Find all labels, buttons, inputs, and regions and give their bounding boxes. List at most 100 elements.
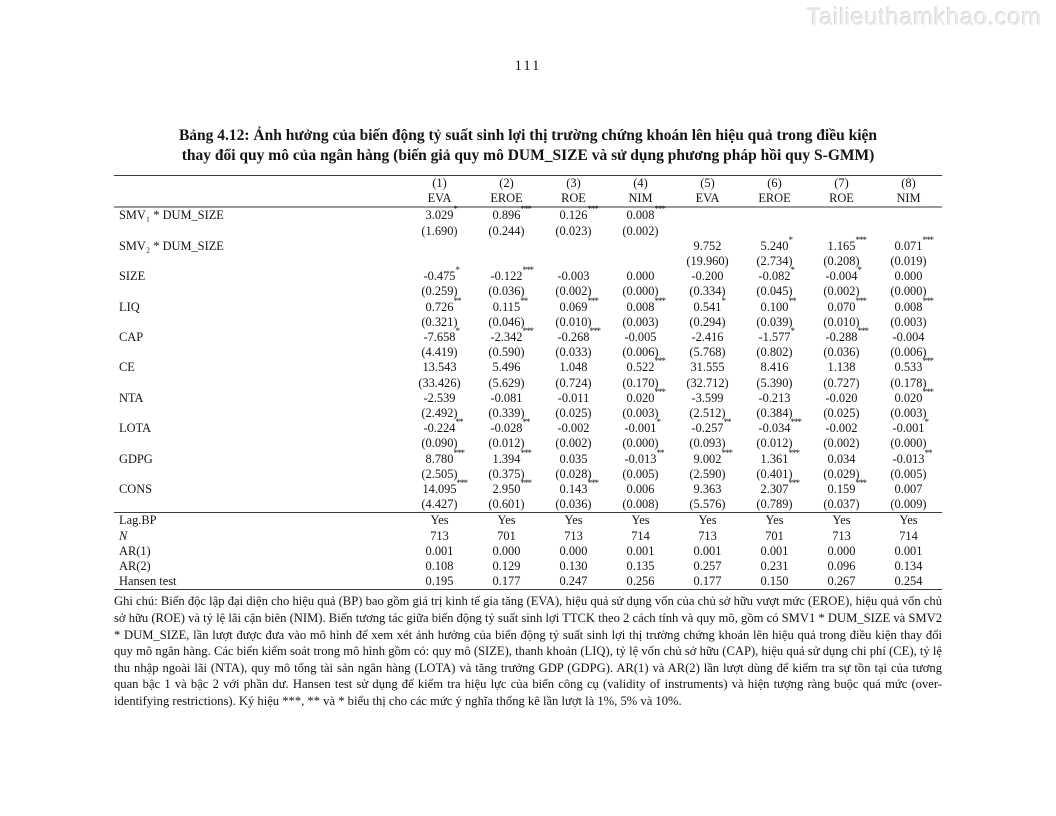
table-cell: -0.013 ** [607,448,674,467]
table-cell: (4) [607,176,674,192]
table-cell: 9.752 [674,239,741,254]
table-cell: (2.590) [674,467,741,482]
table-cell: 1.361 *** [741,447,808,467]
table-cell: 0.254 [875,574,942,590]
cell-value: Yes [832,513,851,528]
cell-value: 0.035 [559,451,588,466]
cell-value: 1.048 [559,360,588,375]
table-cell [607,254,674,269]
cell-value: (0.002) [622,223,659,238]
table-row-coefficient: SMV₁ * DUM_SIZE 3.029 * 0.896 *** 0.126 *** 0.0… [114,204,942,223]
table-row-coefficient: CONS 14.095 *** 2.950 *** 0.143 *** 0.006 9.363 2… [114,478,942,497]
row-label: CE [119,360,135,375]
table-row-standard-error: (2.505) (0.375) (0.028) (0.005) (2.590) (0.40… [114,467,942,482]
table-cell: 0.134 [875,559,942,574]
table-cell: 701 [473,529,540,544]
row-label: NTA [119,390,144,405]
table-cell: (2.734) [741,254,808,269]
cell-value: Yes [899,513,918,528]
table-row-statistic: Lag.BP Yes Yes Yes Yes Yes Yes Yes Yes [114,513,942,529]
cell-value: ROE [561,191,586,206]
row-label [114,284,406,299]
cell-value: 0.070 *** [827,295,867,314]
table-cell: -0.213 [741,391,808,406]
cell-value: (0.010) [823,314,860,329]
table-cell: -0.475 * [406,265,473,284]
table-row-standard-error: (4.419) (0.590) (0.033) (0.006) (5.768) (0.80… [114,345,942,360]
cell-value: 3.029 * [425,204,458,223]
table-cell: (4.427) [406,497,473,513]
cell-value: (0.002) [823,284,860,299]
cell-value: 0.129 [492,559,521,574]
table-cell: -0.200 [674,269,741,284]
table-cell: 8.780 *** [406,448,473,467]
header-row-models: EVA EROE ROE NIM EVA EROE ROE NIM [114,191,942,207]
significance-stars: * [455,326,460,337]
table-row-standard-error: (2.492) (0.339) (0.025) (0.003) (2.512) (0.38… [114,406,942,421]
table-cell: 0.267 [808,574,875,590]
table-cell: (0.090) [406,436,473,451]
cell-value: (0.046) [488,314,525,329]
cell-value: -0.288 *** [825,326,868,345]
cell-value: 713 [564,528,583,543]
table-cell: -0.001 * [607,418,674,436]
table-cell: EVA [406,191,473,207]
table-cell: 0.126 *** [540,204,607,223]
table-cell: 1.165 *** [808,235,875,254]
significance-stars: ** [788,295,796,306]
cell-value: 0.254 [894,574,923,589]
cell-value: Yes [564,513,583,528]
cell-value: (0.025) [555,406,592,421]
significance-stars: * [790,265,795,276]
cell-value: 0.256 [626,574,655,589]
cell-value: -2.416 [691,330,724,345]
cell-value: 0.195 [425,574,454,589]
significance-stars: *** [788,447,799,458]
cell-value: (2.512) [689,406,726,421]
significance-stars: *** [857,326,869,337]
cell-value: 0.001 [760,543,789,558]
cell-value: -0.020 [825,390,858,405]
cell-value: 0.130 [559,559,588,574]
table-cell: 2.950 *** [473,479,540,497]
cell-value: 0.126 *** [559,204,599,223]
significance-stars: *** [456,478,468,489]
cell-value: (0.244) [488,223,525,238]
table-cell: (0.000) [875,436,942,451]
table-cell: 31.555 [674,360,741,375]
table-cell: (5) [674,176,741,192]
table-cell: (0.789) [741,497,808,513]
table-cell: (0.046) [473,315,540,330]
significance-stars: *** [721,447,732,458]
table-cell [406,239,473,254]
cell-value: 0.135 [626,559,655,574]
cell-value: (0.028) [555,466,592,481]
cell-value: 0.522 *** [626,356,666,375]
cell-value: (0.006) [622,345,659,360]
table-cell: 9.002 *** [674,447,741,467]
table-cell: -7.658 * [406,326,473,345]
cell-value: Yes [497,513,516,528]
table-cell: (0.023) [540,224,607,239]
cell-value: -2.539 [423,390,456,405]
table-cell: Yes [875,513,942,529]
cell-value: -0.081 [490,390,523,405]
table-cell: -0.001 * [875,418,942,436]
table-cell: 2.307 *** [741,479,808,497]
table-cell: 5.496 [473,360,540,375]
cell-value: (2.505) [421,466,458,481]
significance-stars: * [455,265,460,276]
table-cell: (0.002) [808,284,875,299]
table-cell: -2.342 *** [473,327,540,345]
table-caption-line2: thay đổi quy mô của ngân hàng (biến giả … [181,147,875,164]
cell-value: 31.555 [690,360,725,375]
table-cell: Yes [540,513,607,529]
table-cell: 0.129 [473,559,540,574]
cell-value: -0.213 [758,390,791,405]
table-cell: 0.108 [406,559,473,574]
table-cell: 0.000 [607,269,674,284]
cell-value: 0.533 *** [894,356,934,375]
cell-value: -0.257 ** [691,417,731,436]
table-cell: -0.011 [540,391,607,406]
cell-value: (0.005) [890,466,927,481]
